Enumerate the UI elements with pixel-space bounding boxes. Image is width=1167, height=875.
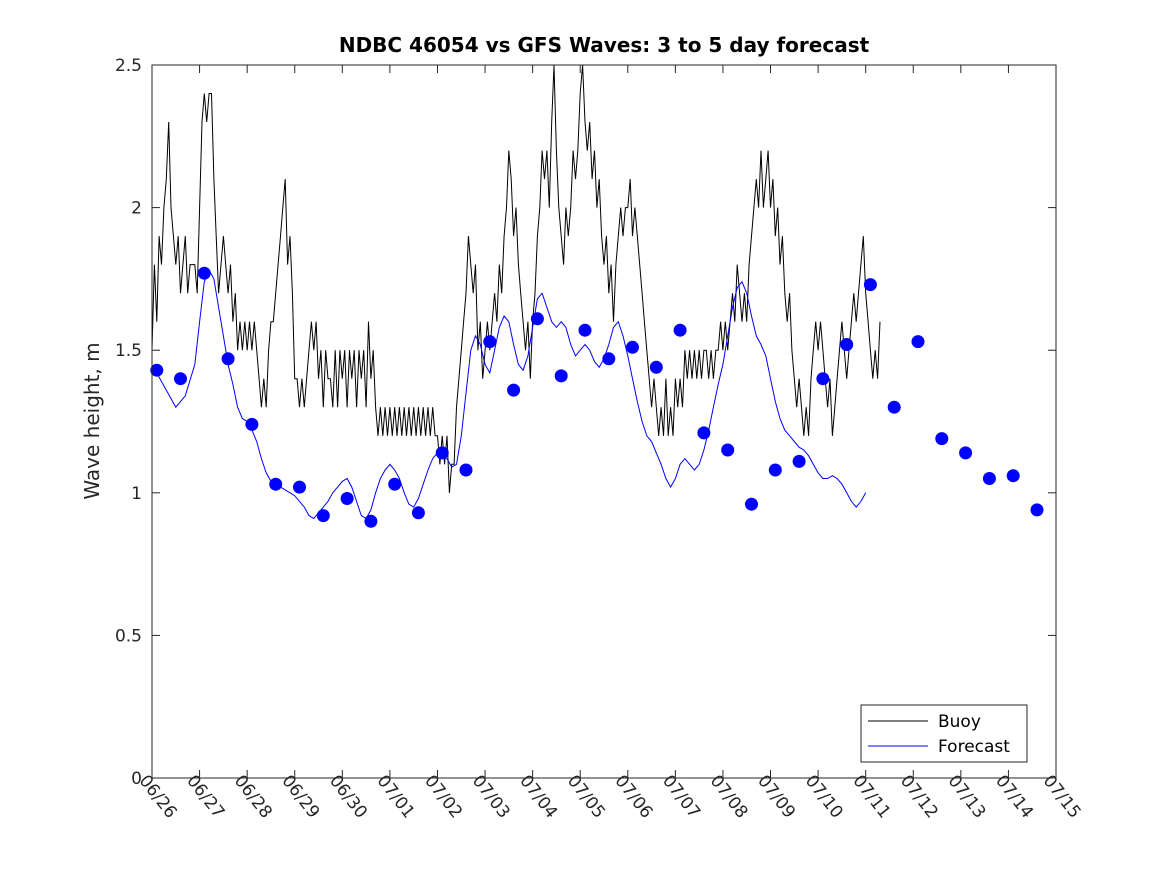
x-tick-label: 07/09 xyxy=(753,771,799,822)
forecast-marker xyxy=(316,509,330,523)
x-tick-label: 06/29 xyxy=(277,771,323,822)
series-layer xyxy=(150,64,1044,528)
forecast-marker xyxy=(602,352,616,366)
x-tick-label: 06/30 xyxy=(325,771,371,822)
forecast-marker xyxy=(1030,503,1044,517)
forecast-marker xyxy=(293,480,306,494)
forecast-marker xyxy=(982,472,996,485)
forecast-marker xyxy=(959,446,973,460)
forecast-marker xyxy=(863,278,877,292)
x-tick-label: 07/13 xyxy=(944,771,990,822)
forecast-marker xyxy=(887,400,901,414)
forecast-marker xyxy=(245,417,259,431)
forecast-marker xyxy=(840,338,854,351)
forecast-marker xyxy=(697,426,711,440)
plot-area xyxy=(152,65,1056,778)
x-tick-label: 07/08 xyxy=(706,771,752,822)
series-line-forecast xyxy=(156,269,867,520)
forecast-marker xyxy=(768,463,782,477)
forecast-marker xyxy=(459,463,473,477)
forecast-marker xyxy=(649,360,663,374)
x-tick-label: 07/07 xyxy=(658,771,704,822)
x-tick-label: 06/28 xyxy=(230,771,276,822)
forecast-marker xyxy=(364,514,378,528)
forecast-marker xyxy=(388,477,402,491)
forecast-marker xyxy=(221,352,235,366)
forecast-marker xyxy=(174,372,187,386)
y-tick-label: 0.5 xyxy=(115,626,142,646)
forecast-marker xyxy=(411,506,425,520)
x-tick-label: 07/11 xyxy=(848,771,894,822)
forecast-marker xyxy=(530,312,544,326)
forecast-marker xyxy=(554,369,568,383)
forecast-marker xyxy=(911,335,925,349)
y-tick-label: 1 xyxy=(131,484,142,504)
series-line-buoy xyxy=(151,64,881,493)
forecast-marker xyxy=(816,372,830,386)
y-axis-label: Wave height, m xyxy=(80,342,104,499)
forecast-marker xyxy=(197,266,211,280)
x-tick-label: 07/14 xyxy=(991,771,1037,822)
legend-forecast-label: Forecast xyxy=(938,737,1010,757)
forecast-marker xyxy=(792,454,806,468)
forecast-marker xyxy=(578,323,592,337)
x-tick-label: 07/10 xyxy=(801,771,847,822)
forecast-marker xyxy=(435,446,449,460)
forecast-marker xyxy=(483,335,497,349)
x-tick-label: 06/26 xyxy=(135,771,181,822)
x-tick-label: 07/01 xyxy=(373,771,419,822)
forecast-marker xyxy=(1006,469,1020,483)
x-tick-label: 07/05 xyxy=(563,771,609,822)
forecast-marker xyxy=(626,340,639,354)
y-tick-label: 0 xyxy=(131,769,142,789)
x-tick-label: 07/15 xyxy=(1039,771,1085,822)
chart-title: NDBC 46054 vs GFS Waves: 3 to 5 day fore… xyxy=(339,33,870,57)
legend: Buoy Forecast xyxy=(860,704,1028,763)
forecast-marker xyxy=(745,497,758,511)
forecast-marker xyxy=(507,383,521,397)
x-tick-label: 07/02 xyxy=(420,771,466,822)
axes-frame xyxy=(151,64,1057,779)
forecast-marker xyxy=(721,443,735,457)
x-tick-label: 07/03 xyxy=(468,771,514,822)
legend-buoy-label: Buoy xyxy=(938,712,981,732)
x-tick-label: 07/12 xyxy=(896,771,942,822)
y-tick-label: 2.5 xyxy=(115,56,142,76)
x-tick-label: 07/04 xyxy=(515,771,561,822)
legend-box xyxy=(860,704,1028,763)
forecast-marker xyxy=(269,477,283,491)
forecast-marker xyxy=(340,492,354,505)
forecast-marker xyxy=(673,323,687,337)
y-tick-label: 1.5 xyxy=(115,341,142,361)
y-tick-label: 2 xyxy=(131,199,142,219)
x-tick-label: 07/06 xyxy=(611,771,657,822)
forecast-marker xyxy=(150,363,164,377)
x-tick-label: 06/27 xyxy=(182,771,228,822)
forecast-marker xyxy=(935,432,949,446)
